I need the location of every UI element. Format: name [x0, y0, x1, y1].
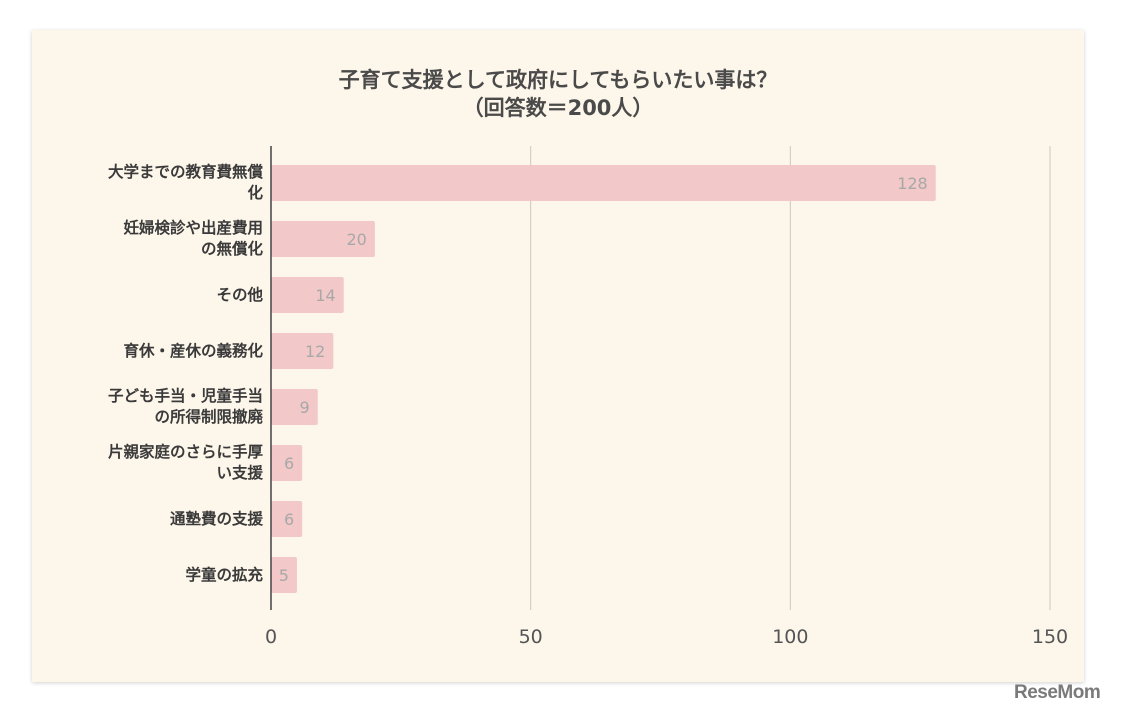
- bar-6: [271, 501, 303, 537]
- value-label-2: 14: [315, 286, 335, 305]
- bar-2: [271, 277, 344, 313]
- value-label-3: 12: [305, 342, 325, 361]
- value-label-5: 6: [284, 454, 294, 473]
- x-tick-label-1: 50: [519, 626, 543, 648]
- category-label-6-line-0: 通塾費の支援: [169, 509, 263, 528]
- bar-1: [271, 221, 375, 257]
- category-labels: 大学までの教育費無償化妊婦検診や出産費用の無償化その他育休・産休の義務化子ども手…: [70, 30, 263, 682]
- category-label-5-line-0: 片親家庭のさらに手厚: [107, 443, 263, 461]
- value-label-4: 9: [300, 398, 310, 417]
- category-label-4-line-0: 子ども手当・児童手当: [107, 387, 263, 405]
- bar-0: [271, 165, 936, 201]
- resemom-logo: ReseMom: [1014, 682, 1101, 703]
- category-label-0-line-1: 化: [247, 184, 263, 202]
- category-label-3: 育休・産休の義務化: [63, 341, 263, 362]
- category-label-5-line-1: い支援: [216, 464, 263, 482]
- bar-4: [271, 389, 318, 425]
- category-label-3-line-0: 育休・産休の義務化: [123, 341, 263, 360]
- category-label-0-line-0: 大学までの教育費無償: [107, 163, 263, 181]
- category-label-0: 大学までの教育費無償化: [63, 162, 263, 204]
- category-label-7: 学童の拡充: [63, 565, 263, 586]
- chart-card: 子育て支援として政府にしてもらいたい事は？ （回答数＝200人） 0 50 100 1…: [32, 30, 1084, 682]
- value-label-0: 128: [897, 174, 928, 193]
- category-label-1-line-0: 妊婦検診や出産費用: [123, 219, 263, 237]
- x-tick-label-3: 150: [1032, 626, 1068, 648]
- bar-3: [271, 333, 334, 369]
- category-label-5: 片親家庭のさらに手厚い支援: [63, 442, 263, 484]
- bar-chart: 0 50 100 150 128 20 14 12 9 6 6 5: [265, 146, 1068, 648]
- category-label-2-line-0: その他: [216, 285, 263, 304]
- category-label-4: 子ども手当・児童手当の所得制限撤廃: [63, 386, 263, 428]
- category-label-4-line-1: の所得制限撤廃: [154, 408, 263, 426]
- value-label-7: 5: [279, 566, 289, 585]
- value-label-1: 20: [347, 230, 367, 249]
- category-label-7-line-0: 学童の拡充: [185, 565, 263, 584]
- category-label-1-line-1: の無償化: [200, 240, 263, 258]
- category-label-1: 妊婦検診や出産費用の無償化: [63, 218, 263, 260]
- chart-title-line-2: （回答数＝200人）: [462, 96, 654, 120]
- bar-5: [271, 445, 303, 481]
- chart-title: 子育て支援として政府にしてもらいたい事は？ （回答数＝200人）: [32, 66, 1084, 122]
- category-label-6: 通塾費の支援: [63, 509, 263, 530]
- category-label-2: その他: [63, 285, 263, 306]
- x-tick-label-2: 100: [772, 626, 808, 648]
- bar-7: [271, 557, 297, 593]
- x-tick-label-0: 0: [265, 626, 277, 648]
- value-label-6: 6: [284, 510, 294, 529]
- chart-title-line-1: 子育て支援として政府にしてもらいたい事は？: [338, 68, 778, 92]
